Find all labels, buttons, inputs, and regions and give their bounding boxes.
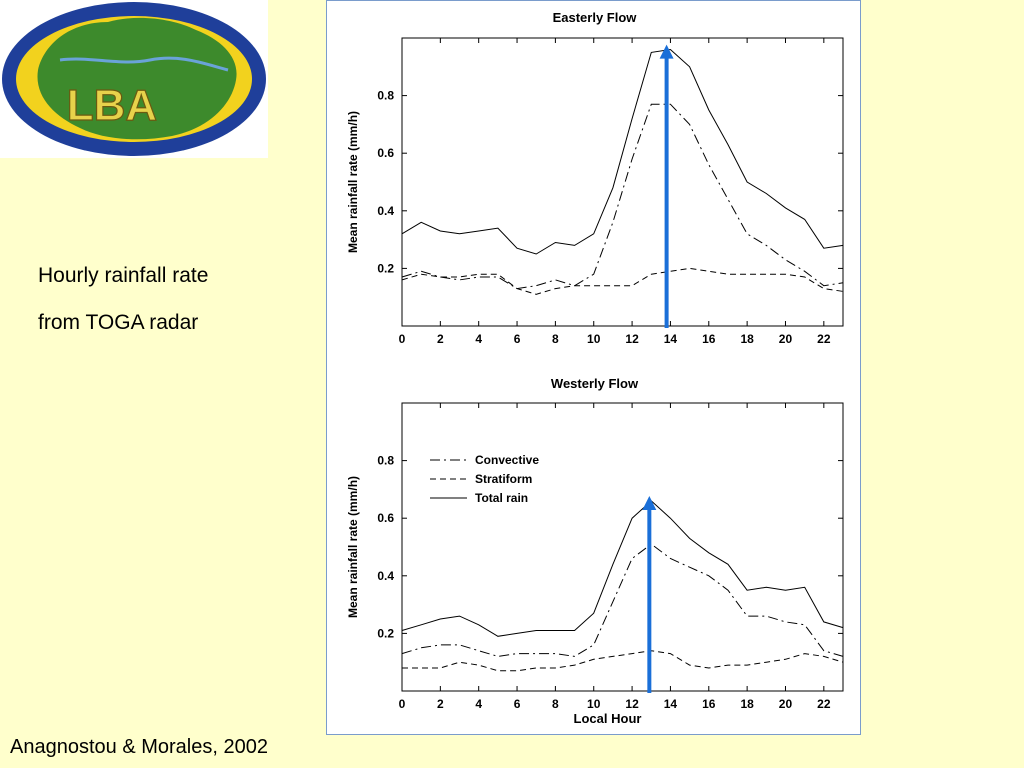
legend-label: Convective [475,453,539,467]
x-tick-label: 0 [399,697,406,711]
x-tick-label: 12 [625,697,639,711]
x-tick-label: 8 [552,697,559,711]
peak-arrow-head [659,44,674,59]
logo-land [37,17,237,140]
plot-frame [401,37,844,327]
x-tick-label: 14 [664,697,678,711]
y-tick-label: 0.4 [377,204,394,218]
lba-logo: LBA [0,0,268,158]
y-tick-label: 0.6 [377,511,394,525]
legend-label: Stratiform [475,472,532,486]
x-tick-label: 22 [817,332,831,346]
legend-label: Total rain [475,491,528,505]
y-axis-label: Mean rainfall rate (mm/h) [346,111,360,253]
y-tick-label: 0.4 [377,569,394,583]
x-tick-label: 2 [437,697,444,711]
logo-text: LBA [67,81,157,130]
citation: Anagnostou & Morales, 2002 [10,736,268,758]
chart-title: Easterly Flow [553,10,638,25]
x-tick-label: 8 [552,332,559,346]
logo-river [59,56,229,72]
x-tick-label: 18 [740,332,754,346]
x-tick-label: 12 [625,332,639,346]
series-line-convective [401,543,844,657]
x-axis-label: Local Hour [574,711,642,726]
x-tick-label: 6 [514,697,521,711]
chart-title: Westerly Flow [551,376,639,391]
y-tick-label: 0.2 [377,261,394,275]
x-tick-label: 4 [475,697,482,711]
x-tick-label: 20 [779,697,793,711]
x-tick-label: 14 [664,332,678,346]
x-tick-label: 4 [475,332,482,346]
caption-line-2: from TOGA radar [38,311,199,334]
x-tick-label: 18 [740,697,754,711]
x-tick-label: 16 [702,332,716,346]
peak-arrow-head [642,496,657,511]
series-line-dashdot [401,103,844,290]
y-tick-label: 0.6 [377,146,394,160]
caption-line-1: Hourly rainfall rate [38,264,209,287]
lba-logo-graphic: LBA [2,2,266,156]
series-line-solid [401,48,844,255]
y-tick-label: 0.2 [377,626,394,640]
figure-panel: Easterly Flow 0 2 4 6 8 10 12 14 16 18 20 22 0.2 0.4 0.… [326,0,861,735]
series-line-stratiform [402,650,844,672]
x-tick-label: 6 [514,332,521,346]
plot-frame [401,402,844,692]
x-tick-label: 10 [587,697,601,711]
series-line-dashed [401,267,844,295]
y-axis-label: Mean rainfall rate (mm/h) [346,476,360,618]
x-tick-label: 0 [399,332,406,346]
x-tick-label: 22 [817,697,831,711]
chart-1: Easterly Flow 0 2 4 6 8 10 12 14 16 18 20 22 0.2 0.4 0.… [346,10,844,346]
series-line-total-rain [401,500,844,637]
x-tick-label: 16 [702,697,716,711]
chart-2: Westerly Flow 0 2 4 6 8 10 12 14 16 18 20 22 0.2 0.4 0.… [346,376,844,726]
x-tick-label: 10 [587,332,601,346]
y-tick-label: 0.8 [377,89,394,103]
x-tick-label: 20 [779,332,793,346]
x-tick-label: 2 [437,332,444,346]
y-tick-label: 0.8 [377,454,394,468]
